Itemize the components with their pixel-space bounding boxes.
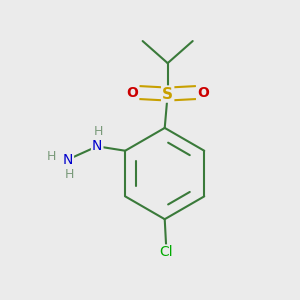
Text: O: O (197, 85, 209, 100)
Text: N: N (92, 139, 102, 153)
Text: O: O (126, 85, 138, 100)
Text: H: H (94, 124, 104, 137)
Text: Cl: Cl (159, 245, 173, 260)
Text: H: H (64, 168, 74, 182)
Text: S: S (162, 87, 173, 102)
Text: N: N (63, 153, 73, 166)
Text: H: H (47, 150, 56, 163)
